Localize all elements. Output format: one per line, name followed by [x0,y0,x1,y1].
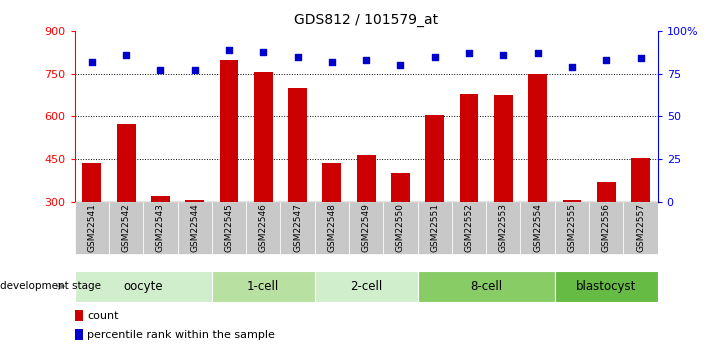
Bar [383,202,417,254]
Bar [494,95,513,202]
Text: percentile rank within the sample: percentile rank within the sample [87,329,274,339]
Bar [417,271,555,302]
Bar [75,310,83,321]
Bar [349,202,383,254]
Bar [597,182,616,202]
Bar [631,158,650,202]
Text: count: count [87,310,119,321]
Bar [246,202,280,254]
Bar [254,72,273,202]
Text: GSM22556: GSM22556 [602,203,611,252]
Bar [151,196,170,202]
Point [189,68,201,73]
Text: GSM22550: GSM22550 [396,203,405,252]
Point [601,57,612,63]
Bar [143,202,178,254]
Text: GSM22544: GSM22544 [190,203,199,252]
Text: GSM22553: GSM22553 [499,203,508,252]
Bar [315,202,349,254]
Text: GSM22546: GSM22546 [259,203,268,252]
Bar [75,329,83,340]
Point [257,49,269,54]
Point [566,64,577,70]
Bar [220,60,238,202]
Point [635,56,646,61]
Point [360,57,372,63]
Point [395,62,406,68]
Point [429,54,440,59]
Bar [212,271,315,302]
Text: GSM22547: GSM22547 [293,203,302,252]
Bar [555,202,589,254]
Point [532,50,543,56]
Bar [109,202,143,254]
Bar [186,200,204,202]
Text: GSM22557: GSM22557 [636,203,645,252]
Text: oocyte: oocyte [124,280,163,293]
Bar [425,115,444,202]
Bar [391,173,410,202]
Bar [75,202,109,254]
Text: blastocyst: blastocyst [576,280,636,293]
Point [464,50,475,56]
Point [223,47,235,52]
Bar [452,202,486,254]
Point [292,54,304,59]
Point [498,52,509,58]
Text: GSM22541: GSM22541 [87,203,96,252]
Title: GDS812 / 101579_at: GDS812 / 101579_at [294,13,438,27]
Bar [555,271,658,302]
Text: GSM22551: GSM22551 [430,203,439,252]
Point [86,59,97,65]
Bar [417,202,452,254]
Bar [280,202,315,254]
Text: GSM22552: GSM22552 [464,203,474,252]
Bar [459,94,479,202]
Text: development stage: development stage [0,282,101,291]
Bar [315,271,417,302]
Bar [357,155,375,202]
Text: 1-cell: 1-cell [247,280,279,293]
Bar [624,202,658,254]
Text: 2-cell: 2-cell [350,280,383,293]
Point [120,52,132,58]
Text: GSM22542: GSM22542 [122,203,131,252]
Bar [212,202,246,254]
Text: GSM22555: GSM22555 [567,203,577,252]
Bar [178,202,212,254]
Point [326,59,338,65]
Bar [75,271,212,302]
Bar [288,88,307,202]
Bar [82,164,101,202]
Text: GSM22545: GSM22545 [225,203,233,252]
Text: GSM22548: GSM22548 [327,203,336,252]
Bar [322,164,341,202]
Bar [589,202,624,254]
Bar [562,200,582,202]
Text: GSM22543: GSM22543 [156,203,165,252]
Bar [486,202,520,254]
Text: 8-cell: 8-cell [470,280,502,293]
Bar [528,74,547,202]
Text: GSM22549: GSM22549 [362,203,370,252]
Text: GSM22554: GSM22554 [533,203,542,252]
Bar [117,124,136,202]
Point [155,68,166,73]
Bar [520,202,555,254]
